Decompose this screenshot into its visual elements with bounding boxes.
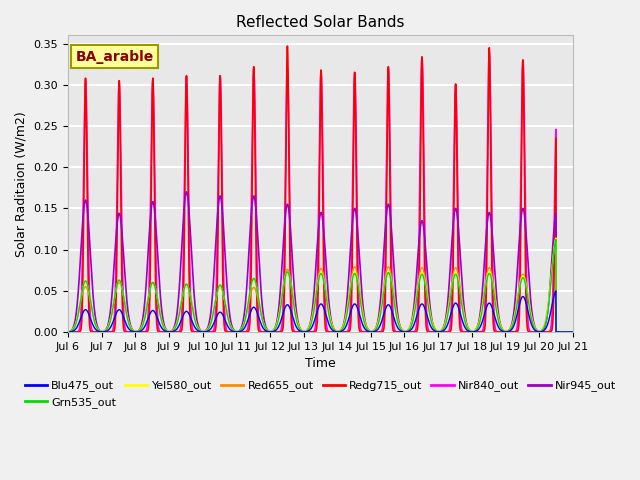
Redg715_out	[567, 329, 575, 335]
Red655_out	[552, 329, 560, 335]
Yel580_out	[172, 323, 180, 329]
Redg715_out	[390, 328, 397, 334]
Redg715_out	[552, 329, 560, 335]
Line: Redg715_out: Redg715_out	[68, 46, 573, 332]
Redg715_out	[172, 329, 180, 335]
Text: BA_arable: BA_arable	[76, 49, 154, 63]
Grn535_out	[567, 329, 575, 335]
Red655_out	[390, 289, 397, 295]
Nir840_out	[390, 321, 397, 326]
Blu475_out	[253, 309, 260, 315]
Yel580_out	[167, 329, 175, 335]
Yel580_out	[569, 329, 577, 335]
Red655_out	[253, 292, 260, 298]
Nir945_out	[390, 262, 397, 268]
Blu475_out	[390, 314, 397, 320]
Blu475_out	[569, 329, 577, 335]
Grn535_out	[64, 329, 72, 335]
Yel580_out	[461, 318, 469, 324]
Yel580_out	[390, 293, 397, 299]
Grn535_out	[172, 324, 180, 329]
Redg715_out	[64, 329, 72, 335]
Yel580_out	[552, 235, 560, 241]
Line: Red655_out: Red655_out	[68, 242, 573, 332]
Line: Nir945_out: Nir945_out	[68, 192, 573, 332]
X-axis label: Time: Time	[305, 357, 336, 370]
Line: Yel580_out: Yel580_out	[68, 238, 573, 332]
Nir945_out	[567, 329, 575, 335]
Redg715_out	[569, 329, 577, 335]
Red655_out	[172, 322, 180, 328]
Blu475_out	[567, 329, 575, 335]
Nir840_out	[253, 253, 260, 259]
Grn535_out	[390, 295, 397, 300]
Redg715_out	[253, 300, 260, 306]
Grn535_out	[552, 329, 560, 335]
Nir945_out	[64, 329, 72, 335]
Y-axis label: Solar Raditaion (W/m2): Solar Raditaion (W/m2)	[15, 111, 28, 256]
Nir840_out	[485, 50, 493, 56]
Grn535_out	[167, 329, 175, 335]
Blu475_out	[552, 329, 560, 335]
Yel580_out	[64, 329, 72, 335]
Redg715_out	[167, 329, 175, 335]
Grn535_out	[461, 320, 469, 325]
Nir840_out	[172, 329, 180, 335]
Red655_out	[461, 316, 469, 322]
Red655_out	[64, 329, 72, 335]
Yel580_out	[253, 286, 260, 292]
Red655_out	[569, 329, 577, 335]
Nir945_out	[167, 328, 175, 334]
Line: Blu475_out: Blu475_out	[68, 291, 573, 332]
Nir840_out	[461, 329, 469, 335]
Redg715_out	[284, 43, 291, 49]
Nir945_out	[569, 329, 577, 335]
Blu475_out	[552, 288, 560, 294]
Nir840_out	[167, 329, 175, 335]
Blu475_out	[64, 329, 72, 335]
Grn535_out	[552, 237, 560, 242]
Nir945_out	[172, 317, 180, 323]
Nir840_out	[567, 329, 575, 335]
Title: Reflected Solar Bands: Reflected Solar Bands	[236, 15, 404, 30]
Redg715_out	[461, 329, 469, 335]
Yel580_out	[567, 329, 575, 335]
Yel580_out	[552, 329, 560, 335]
Line: Grn535_out: Grn535_out	[68, 240, 573, 332]
Nir840_out	[569, 329, 577, 335]
Red655_out	[167, 328, 175, 334]
Line: Nir840_out: Nir840_out	[68, 53, 573, 332]
Blu475_out	[172, 327, 180, 333]
Red655_out	[567, 329, 575, 335]
Nir945_out	[182, 189, 190, 195]
Nir945_out	[552, 329, 560, 335]
Nir840_out	[552, 329, 560, 335]
Nir945_out	[461, 314, 469, 320]
Grn535_out	[253, 285, 260, 291]
Grn535_out	[569, 329, 577, 335]
Nir840_out	[64, 329, 72, 335]
Nir945_out	[253, 222, 261, 228]
Legend: Blu475_out, Grn535_out, Yel580_out, Red655_out, Redg715_out, Nir840_out, Nir945_: Blu475_out, Grn535_out, Yel580_out, Red6…	[20, 376, 621, 412]
Blu475_out	[461, 325, 469, 331]
Blu475_out	[167, 329, 175, 335]
Red655_out	[552, 239, 560, 245]
